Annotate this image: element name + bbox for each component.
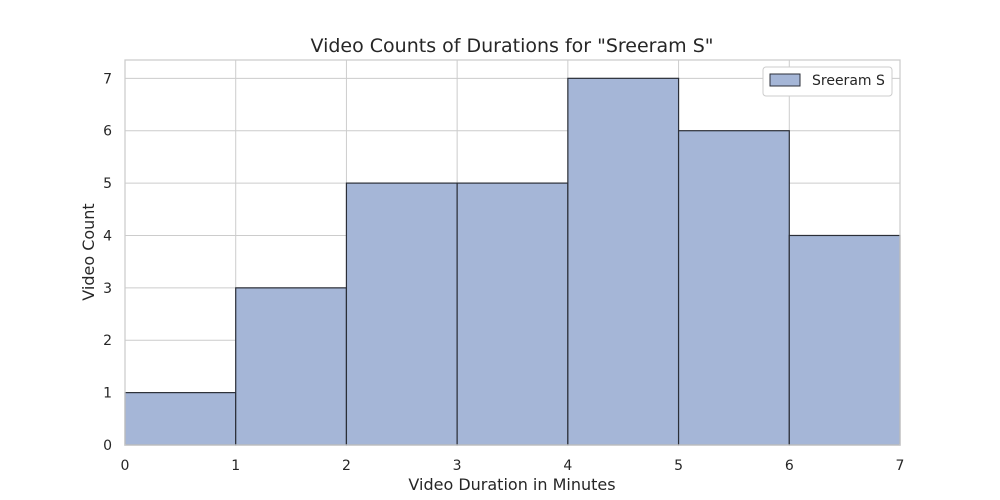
x-tick-label: 7 bbox=[896, 458, 905, 474]
y-tick-label: 2 bbox=[103, 333, 112, 349]
bar bbox=[677, 130, 790, 446]
x-tick-label: 0 bbox=[121, 458, 130, 474]
x-tick-label: 2 bbox=[342, 458, 351, 474]
chart-title: Video Counts of Durations for "Sreeram S… bbox=[311, 35, 714, 57]
y-axis-label: Video Count bbox=[79, 203, 98, 300]
y-axis-ticks: 0 1 2 3 4 5 6 7 bbox=[103, 71, 112, 454]
x-tick-label: 6 bbox=[785, 458, 794, 474]
x-axis-ticks: 0 1 2 3 4 5 6 7 bbox=[121, 458, 905, 474]
legend-label: Sreeram S bbox=[812, 73, 885, 89]
x-axis-label: Video Duration in Minutes bbox=[408, 475, 615, 494]
x-tick-label: 4 bbox=[563, 458, 572, 474]
y-tick-label: 3 bbox=[103, 281, 112, 297]
plot-frame bbox=[124, 59, 901, 446]
y-tick-label: 5 bbox=[103, 176, 112, 192]
bar bbox=[456, 182, 569, 446]
x-tick-label: 5 bbox=[674, 458, 683, 474]
y-tick-label: 6 bbox=[103, 124, 112, 140]
bars bbox=[124, 77, 901, 446]
x-tick-label: 1 bbox=[231, 458, 240, 474]
legend: Sreeram S bbox=[762, 66, 893, 97]
bar bbox=[345, 182, 458, 446]
y-tick-label: 0 bbox=[103, 438, 112, 454]
bar bbox=[788, 234, 901, 446]
y-tick-label: 4 bbox=[103, 228, 112, 244]
bar bbox=[567, 77, 680, 446]
y-tick-label: 1 bbox=[103, 386, 112, 402]
y-tick-label: 7 bbox=[103, 71, 112, 87]
x-tick-label: 3 bbox=[453, 458, 462, 474]
bar bbox=[235, 287, 348, 446]
legend-swatch bbox=[769, 73, 801, 87]
bar bbox=[124, 392, 237, 446]
